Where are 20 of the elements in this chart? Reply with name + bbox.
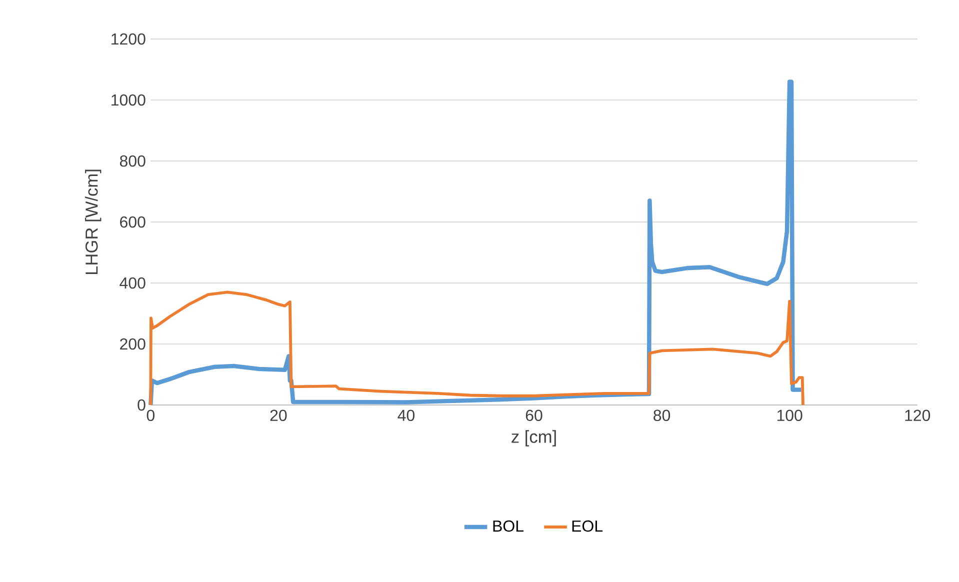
y-tick-label: 0 (138, 399, 146, 411)
x-tick-label: 40 (398, 410, 415, 422)
y-tick-label: 600 (120, 216, 146, 228)
x-tick-label: 80 (654, 410, 670, 422)
x-tick-label: 0 (146, 410, 154, 422)
y-tick-label: 1200 (112, 33, 146, 45)
legend-label: BOL (493, 520, 524, 532)
x-tick-label: 100 (777, 410, 802, 422)
legend-label: EOL (572, 520, 603, 532)
y-axis-title: LHGR [W/cm] (85, 170, 102, 274)
x-axis-title: z [cm] (512, 430, 556, 446)
y-tick-label: 1000 (112, 94, 146, 106)
y-tick-label: 800 (120, 155, 146, 167)
line-series (149, 290, 804, 406)
x-tick-label: 120 (905, 410, 930, 422)
y-tick-label: 400 (120, 277, 146, 289)
x-tick-label: 20 (270, 410, 287, 422)
y-tick-label: 200 (120, 338, 146, 350)
line-series (148, 80, 804, 408)
x-tick-label: 60 (526, 410, 542, 422)
